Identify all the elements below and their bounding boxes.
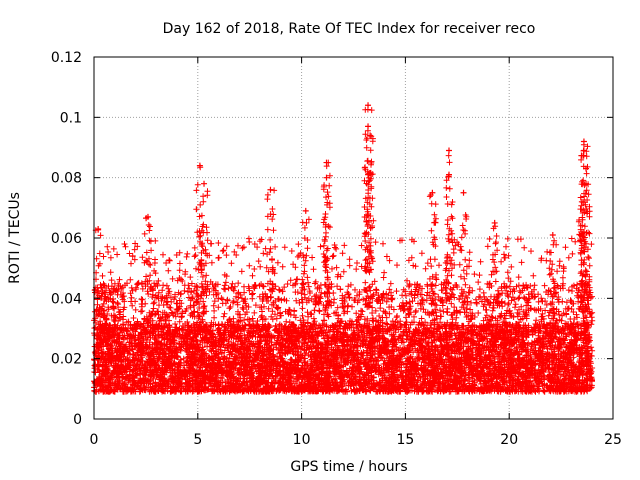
data-points xyxy=(91,102,596,395)
peak-point xyxy=(445,147,452,154)
chart-title: Day 162 of 2018, Rate Of TEC Index for r… xyxy=(163,21,536,37)
axis-ticks: 0 5 10 15 20 25 0 0.02 0.04 0.06 0.08 0.1 0.12 xyxy=(51,50,622,448)
peak-point xyxy=(365,102,372,109)
peak-point xyxy=(267,186,274,193)
x-tick-label: 10 xyxy=(293,432,311,448)
peak-point xyxy=(491,219,498,226)
x-tick-label: 20 xyxy=(500,432,518,448)
peak-point xyxy=(583,180,590,187)
peak-point xyxy=(365,123,372,130)
peak-point xyxy=(323,174,330,181)
peak-point xyxy=(583,165,590,172)
y-tick-label: 0.1 xyxy=(60,110,82,126)
peak-point xyxy=(144,213,151,220)
peak-point xyxy=(580,228,587,235)
peak-point xyxy=(367,132,374,139)
y-tick-label: 0.12 xyxy=(51,50,82,66)
y-tick-label: 0.06 xyxy=(51,231,82,247)
peak-point xyxy=(549,231,556,238)
peak-point xyxy=(196,162,203,169)
peak-point xyxy=(302,207,309,214)
x-axis-label: GPS time / hours xyxy=(290,459,407,475)
peak-point xyxy=(365,171,372,178)
y-tick-label: 0.08 xyxy=(51,171,82,187)
x-tick-label: 15 xyxy=(396,432,414,448)
y-tick-label: 0.02 xyxy=(51,352,82,368)
peak-point xyxy=(580,138,587,145)
peak-point xyxy=(460,189,467,196)
peak-point xyxy=(201,180,208,187)
peak-point xyxy=(445,171,452,178)
y-tick-label: 0 xyxy=(73,412,82,428)
peak-point xyxy=(578,198,585,205)
peak-point xyxy=(580,147,587,154)
peak-point xyxy=(323,159,330,166)
y-tick-label: 0.04 xyxy=(51,291,82,307)
x-tick-label: 5 xyxy=(193,432,202,448)
scatter-points xyxy=(91,106,596,395)
peak-point xyxy=(429,189,436,196)
y-axis-label: ROTI / TECUs xyxy=(7,192,23,284)
peak-point xyxy=(95,225,102,232)
x-tick-label: 25 xyxy=(604,432,622,448)
x-tick-label: 0 xyxy=(90,432,99,448)
